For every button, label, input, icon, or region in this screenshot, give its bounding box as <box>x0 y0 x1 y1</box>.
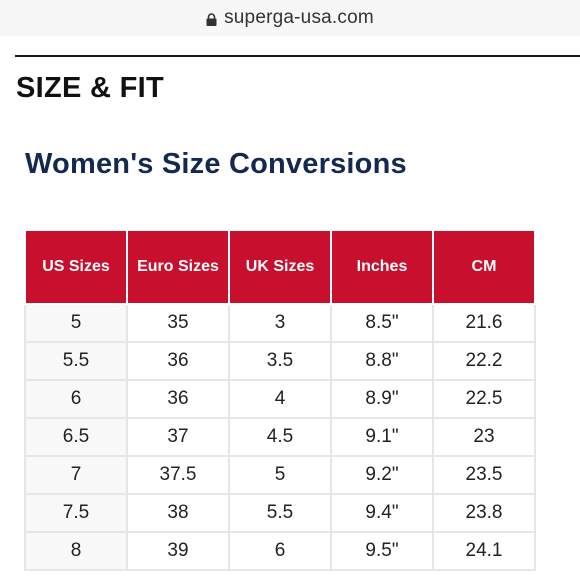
cell-uk-size: 5 <box>228 455 332 495</box>
table-row: 6 36 4 8.9" 22.5 <box>24 379 536 419</box>
cell-uk-size: 4 <box>228 379 332 419</box>
browser-url-bar[interactable]: superga-usa.com <box>0 0 580 36</box>
cell-uk-size: 3.5 <box>228 341 332 381</box>
section-heading: SIZE & FIT <box>16 72 164 104</box>
table-row: 7.5 38 5.5 9.4" 23.8 <box>24 493 536 533</box>
size-conversion-table: US Sizes Euro Sizes UK Sizes Inches CM 5… <box>24 229 536 571</box>
header-us-sizes: US Sizes <box>24 229 128 305</box>
cell-cm: 22.2 <box>432 341 536 381</box>
header-euro-sizes: Euro Sizes <box>126 229 230 305</box>
table-row: 6.5 37 4.5 9.1" 23 <box>24 417 536 457</box>
cell-inches: 8.5" <box>330 303 434 343</box>
table-header-row: US Sizes Euro Sizes UK Sizes Inches CM <box>24 229 536 305</box>
cell-uk-size: 5.5 <box>228 493 332 533</box>
cell-us-size: 5.5 <box>24 341 128 381</box>
divider <box>15 55 580 57</box>
cell-us-size: 6 <box>24 379 128 419</box>
cell-euro-size: 36 <box>126 341 230 381</box>
cell-euro-size: 37.5 <box>126 455 230 495</box>
cell-inches: 9.1" <box>330 417 434 457</box>
table-row: 8 39 6 9.5" 24.1 <box>24 531 536 571</box>
cell-inches: 9.4" <box>330 493 434 533</box>
cell-inches: 8.9" <box>330 379 434 419</box>
cell-euro-size: 37 <box>126 417 230 457</box>
cell-inches: 8.8" <box>330 341 434 381</box>
cell-us-size: 7 <box>24 455 128 495</box>
cell-euro-size: 38 <box>126 493 230 533</box>
table-row: 5.5 36 3.5 8.8" 22.2 <box>24 341 536 381</box>
cell-us-size: 7.5 <box>24 493 128 533</box>
table-row: 5 35 3 8.5" 21.6 <box>24 303 536 343</box>
lock-icon <box>206 12 217 26</box>
cell-cm: 24.1 <box>432 531 536 571</box>
table-row: 7 37.5 5 9.2" 23.5 <box>24 455 536 495</box>
cell-inches: 9.2" <box>330 455 434 495</box>
url-text: superga-usa.com <box>224 7 374 28</box>
cell-uk-size: 6 <box>228 531 332 571</box>
cell-uk-size: 4.5 <box>228 417 332 457</box>
header-cm: CM <box>432 229 536 305</box>
cell-us-size: 5 <box>24 303 128 343</box>
cell-cm: 22.5 <box>432 379 536 419</box>
cell-us-size: 8 <box>24 531 128 571</box>
header-uk-sizes: UK Sizes <box>228 229 332 305</box>
cell-cm: 23.8 <box>432 493 536 533</box>
cell-us-size: 6.5 <box>24 417 128 457</box>
cell-uk-size: 3 <box>228 303 332 343</box>
header-inches: Inches <box>330 229 434 305</box>
cell-cm: 21.6 <box>432 303 536 343</box>
cell-euro-size: 36 <box>126 379 230 419</box>
table-title: Women's Size Conversions <box>25 148 407 180</box>
cell-inches: 9.5" <box>330 531 434 571</box>
cell-euro-size: 39 <box>126 531 230 571</box>
cell-cm: 23.5 <box>432 455 536 495</box>
cell-cm: 23 <box>432 417 536 457</box>
cell-euro-size: 35 <box>126 303 230 343</box>
